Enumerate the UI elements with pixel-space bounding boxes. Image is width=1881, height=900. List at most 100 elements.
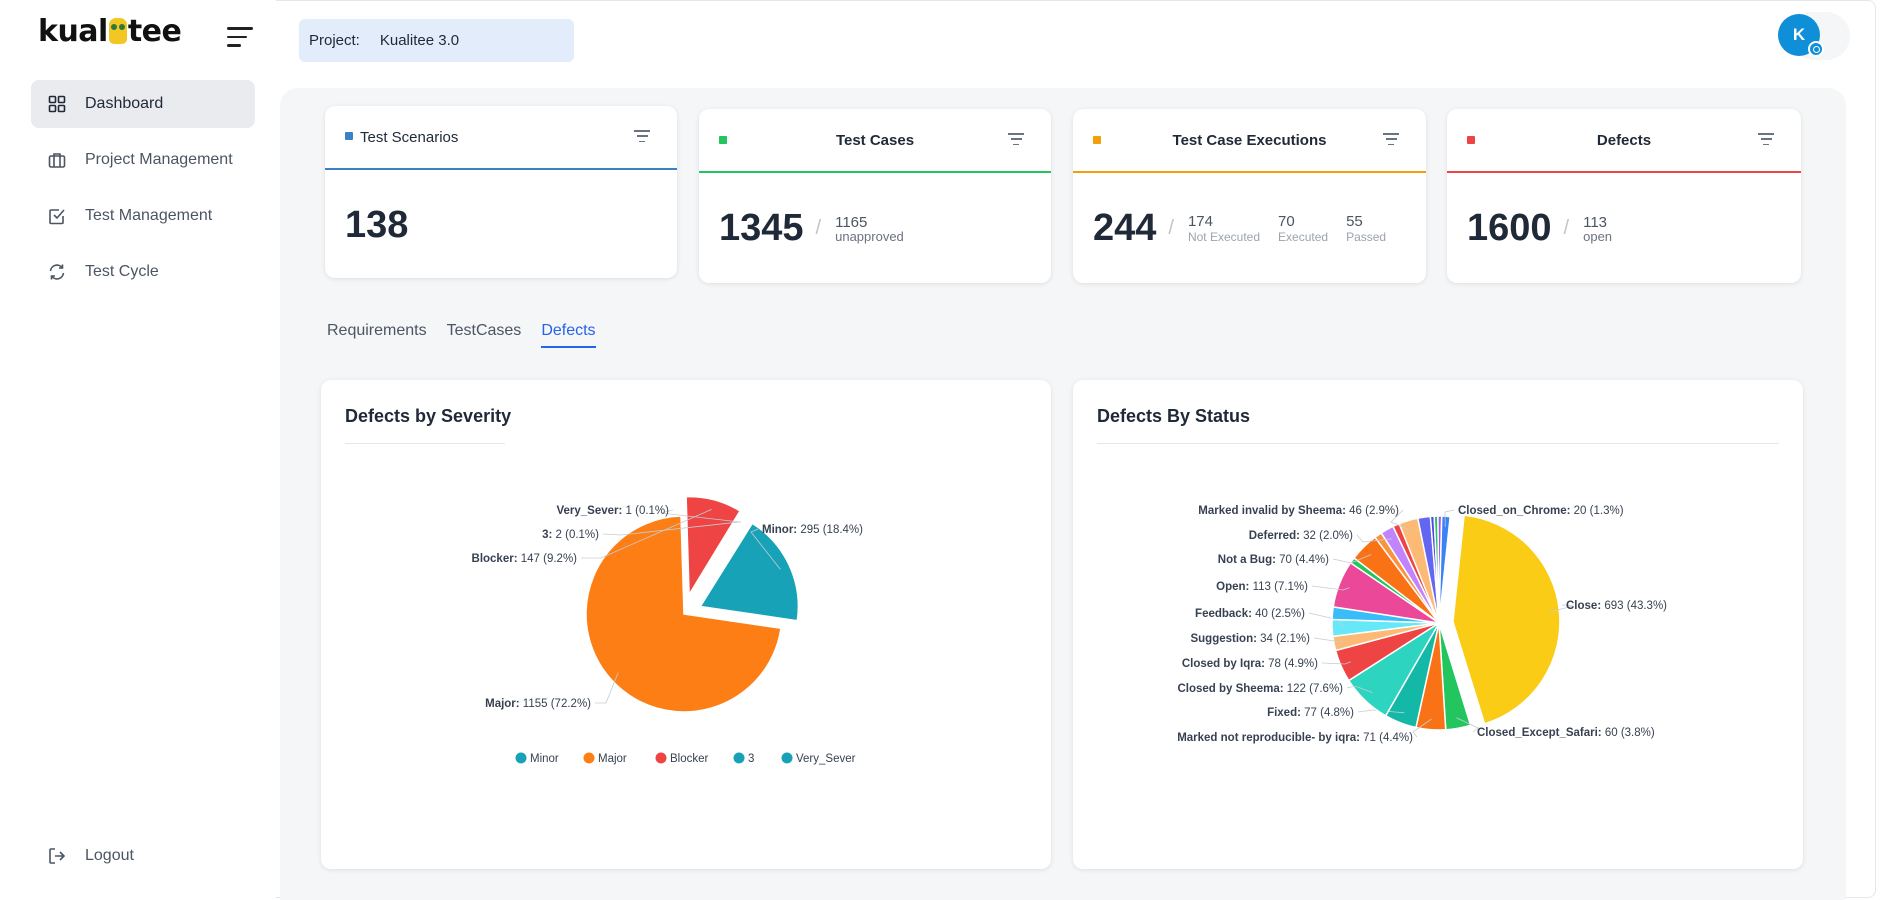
status-pie-chart: Close: 693 (43.3%) Closed_Except_Safari: … (1177, 505, 1667, 744)
slice-label-deferred: Deferred: 32 (2.0%) (1249, 530, 1353, 542)
tab-requirements[interactable]: Requirements (327, 322, 427, 339)
stat-sub-label: open (1583, 228, 1613, 244)
filter-icon[interactable] (1757, 133, 1775, 147)
label-leader-line (581, 509, 712, 559)
sidebar-item-label: Dashboard (85, 95, 164, 112)
label-leader-line (595, 672, 619, 704)
stat-title: Test Cases (835, 131, 915, 149)
slice-label-feedback: Feedback: 40 (2.5%) (1195, 608, 1305, 620)
legend-label-very-sever: Very_Sever (796, 753, 856, 765)
tab-testcases[interactable]: TestCases (446, 322, 522, 339)
legend-swatch-3 (733, 752, 745, 764)
slice-label-closed-except-safari: Closed_Except_Safari: 60 (3.8%) (1477, 727, 1655, 739)
chart-title: Defects by Severity (345, 406, 512, 426)
verified-icon (1808, 41, 1824, 57)
legend-label-3: 3 (748, 753, 754, 765)
project-label: Project: (309, 32, 360, 49)
stat-card-test-case-executions[interactable]: Test Case Executions 244 / 174 Not Execut… (1073, 109, 1426, 283)
slice-label-closed-by-iqra: Closed by Iqra: 78 (4.9%) (1182, 658, 1318, 670)
stat-card-test-scenarios[interactable]: Test Scenarios 138 (325, 106, 677, 278)
logout-button[interactable]: Logout (31, 832, 255, 880)
stat-sub-passed: 55 Passed (1346, 213, 1386, 244)
label-leader-line (1357, 709, 1405, 714)
legend-label-major: Major (598, 753, 627, 765)
sidebar-item-label: Test Cycle (85, 263, 159, 280)
stat-sub-value: 1165 (835, 213, 868, 231)
slice-label-open: Open: 113 (7.1%) (1216, 581, 1308, 593)
owl-icon (108, 18, 127, 44)
label-leader-line (1346, 685, 1373, 694)
slice-label-3: 3: 2 (0.1%) (542, 529, 599, 541)
stat-sub: 1165 unapproved (835, 214, 904, 243)
stat-title: Test Scenarios (360, 128, 459, 146)
stat-sub-value: 113 (1583, 213, 1608, 231)
sidebar-item-test-cycle[interactable]: Test Cycle (31, 248, 255, 296)
stat-body: 138 (325, 170, 677, 280)
stat-title: Test Case Executions (1172, 131, 1327, 149)
pie-slice-blocker[interactable] (685, 495, 742, 598)
pie-slice-major[interactable] (585, 515, 782, 713)
pie-slice-minor[interactable] (699, 522, 800, 622)
sidebar-item-project-management[interactable]: Project Management (31, 136, 255, 184)
project-selector[interactable]: Project: Kualitee 3.0 (299, 19, 574, 62)
filter-icon[interactable] (1007, 133, 1025, 147)
legend-swatch-minor (515, 752, 527, 764)
stat-value: 138 (345, 203, 409, 246)
checkbox-icon (47, 206, 67, 226)
stat-body: 1600 / 113 open (1447, 173, 1801, 283)
slice-label-marked-invalid-by-sheema: Marked invalid by Sheema: 46 (2.9%) (1198, 505, 1399, 517)
avatar[interactable]: K (1778, 14, 1824, 57)
stat-value: 244 (1093, 206, 1157, 249)
slash-separator: / (1563, 216, 1570, 239)
stat-card-defects[interactable]: Defects 1600 / 113 open (1447, 109, 1801, 283)
label-leader-line (1444, 509, 1455, 527)
label-leader-line (1548, 604, 1574, 613)
sidebar-item-label: Project Management (85, 151, 233, 168)
slice-label-minor: Minor: 295 (18.4%) (762, 524, 863, 536)
stat-card-test-cases[interactable]: Test Cases 1345 / 1165 unapproved (699, 109, 1051, 283)
project-name: Kualitee 3.0 (379, 32, 460, 49)
slice-label-closed-on-chrome: Closed_on_Chrome: 20 (1.3%) (1458, 505, 1624, 517)
color-indicator (345, 132, 353, 140)
pie-slice-closed-on-chrome[interactable] (1438, 515, 1452, 624)
slice-label-blocker: Blocker: 147 (9.2%) (472, 553, 578, 565)
label-leader-line (602, 521, 741, 536)
divider (345, 443, 505, 444)
logout-icon (47, 846, 67, 866)
stat-sub-label: unapproved (835, 228, 904, 244)
stat-card-header: Test Case Executions (1073, 109, 1426, 173)
stat-value: 1345 (719, 206, 804, 249)
slash-separator: / (815, 216, 822, 239)
grid-icon (47, 94, 67, 114)
slice-label-closed-by-sheema: Closed by Sheema: 122 (7.6%) (1177, 683, 1343, 695)
color-indicator (1093, 136, 1101, 144)
slice-label-not-a-bug: Not a Bug: 70 (4.4%) (1218, 554, 1329, 566)
kualitee-logo[interactable]: kual tee (38, 14, 182, 49)
menu-toggle-icon[interactable] (227, 27, 253, 49)
filter-icon[interactable] (1382, 133, 1400, 147)
avatar-initial: K (1792, 25, 1806, 44)
label-leader-line (1356, 534, 1393, 543)
slice-label-suggestion: Suggestion: 34 (2.1%) (1190, 633, 1310, 645)
legend-swatch-very-sever (781, 752, 793, 764)
legend-label-blocker: Blocker (670, 753, 709, 765)
sidebar-item-test-management[interactable]: Test Management (31, 192, 255, 240)
label-leader-line (1321, 661, 1351, 665)
tab-defects[interactable]: Defects (541, 322, 596, 348)
slice-label-marked-not-reproducible-by-iqra: Marked not reproducible- by iqra: 71 (4.… (1177, 732, 1413, 744)
stat-card-header: Test Cases (699, 109, 1051, 173)
chart-card-severity: Defects by Severity Minor: 295 (18.4%) Ma… (321, 380, 1051, 869)
sidebar-item-dashboard[interactable]: Dashboard (31, 80, 255, 128)
pie-slice-very-sever[interactable] (693, 512, 748, 598)
filter-icon[interactable] (633, 130, 651, 144)
pie-slice-close[interactable] (1452, 514, 1561, 725)
slice-label-very-sever: Very_Sever: 1 (0.1%) (556, 505, 669, 517)
stat-title: Defects (1596, 131, 1652, 149)
slice-label-fixed: Fixed: 77 (4.8%) (1267, 707, 1354, 719)
stat-body: 244 / 174 Not Executed 70 Executed 55 Passe… (1073, 173, 1426, 283)
stat-sub-label: Executed (1278, 229, 1329, 244)
stat-value: 1600 (1467, 206, 1552, 249)
label-leader-line (750, 528, 781, 570)
stat-card-header: Defects (1447, 109, 1801, 173)
stat-sub-executed: 70 Executed (1278, 213, 1328, 244)
